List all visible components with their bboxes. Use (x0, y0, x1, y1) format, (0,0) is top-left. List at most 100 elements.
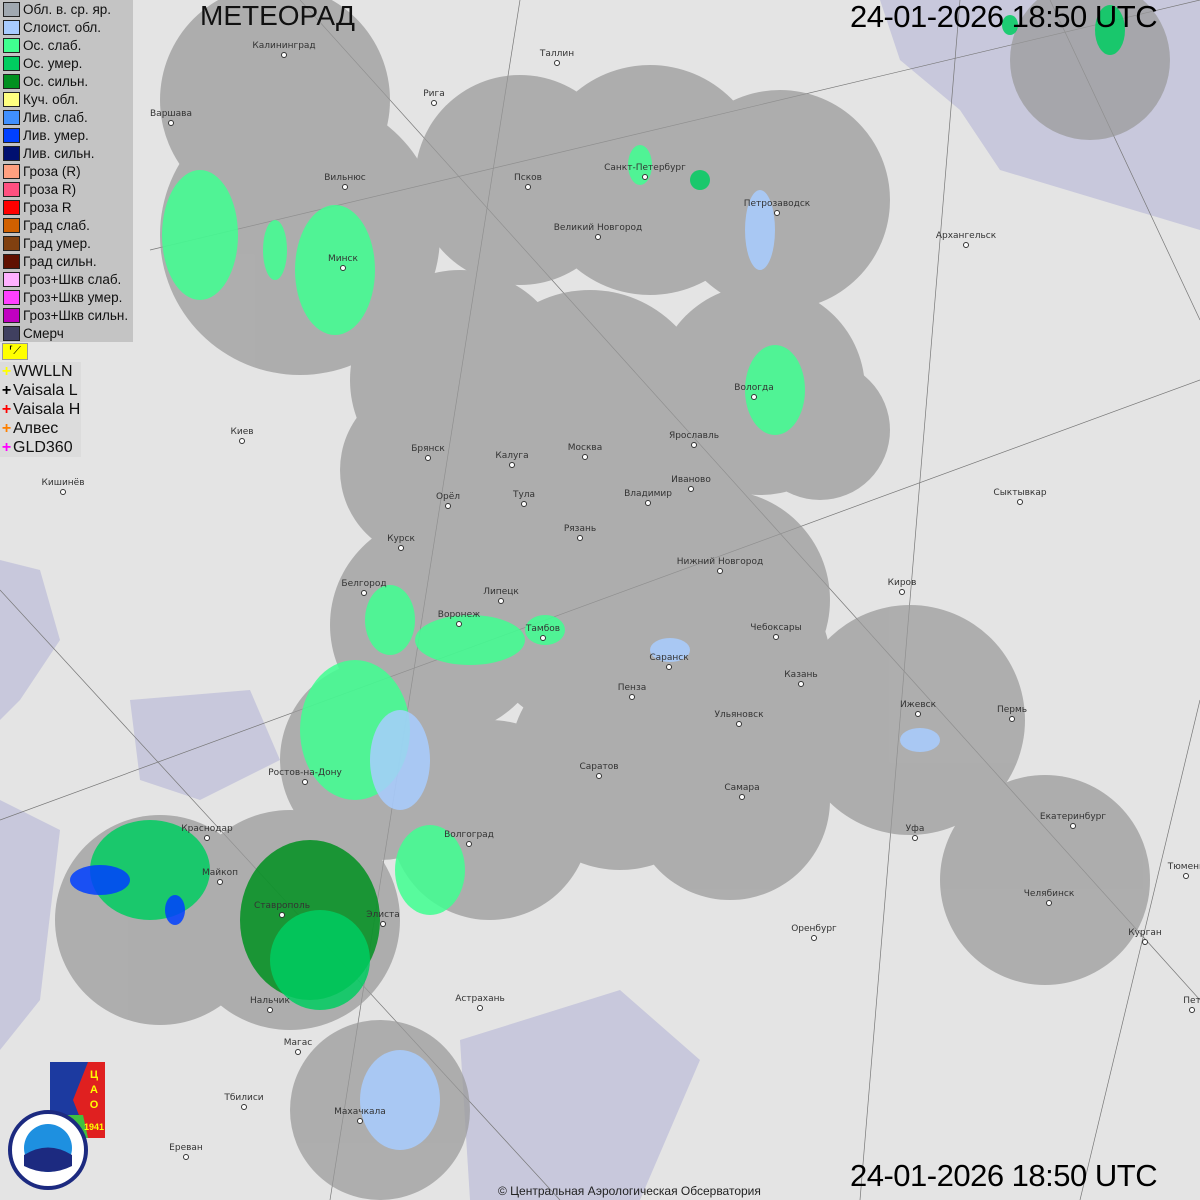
city-marker (456, 621, 462, 627)
legend-swatch (3, 253, 20, 269)
city-label: Калининград (252, 41, 315, 51)
copyright: © Центральная Аэрологическая Обсерватори… (498, 1184, 761, 1198)
precip-area (525, 615, 565, 645)
city-marker (736, 721, 742, 727)
city-marker (340, 265, 346, 271)
city-label: Курган (1128, 928, 1162, 938)
city-marker (241, 1104, 247, 1110)
legend-item: Гроз+Шкв умер. (0, 288, 133, 306)
city-marker (629, 694, 635, 700)
city-label: Ижевск (900, 700, 937, 710)
city-marker (380, 921, 386, 927)
city-marker (688, 486, 694, 492)
legend-swatch (3, 217, 20, 233)
city-label: Ставрополь (254, 901, 310, 911)
precip-area (70, 865, 130, 895)
legend-item: Слоист. обл. (0, 18, 133, 36)
city: Ижевск (900, 700, 937, 717)
legend-item: Обл. в. ср. яр. (0, 0, 133, 18)
city-label: Ульяновск (714, 710, 764, 720)
legend-swatch (3, 91, 20, 107)
city-marker (554, 60, 560, 66)
city-label: Владимир (624, 489, 672, 499)
city: Челябинск (1024, 889, 1075, 906)
city: Воронеж (438, 610, 480, 627)
city: Архангельск (936, 231, 997, 248)
city: Петрозаводск (744, 199, 811, 216)
precipitation-legend: Обл. в. ср. яр. Слоист. обл. Ос. слаб. Ос. … (0, 0, 133, 342)
city-marker (739, 794, 745, 800)
city-marker (645, 500, 651, 506)
legend-label: Гроз+Шкв умер. (23, 289, 123, 305)
city-marker (281, 52, 287, 58)
city-marker (642, 174, 648, 180)
city: Сыктывкар (993, 488, 1047, 505)
city-marker (204, 835, 210, 841)
lightning-cross-icon: + (1, 382, 12, 399)
radar-circle (795, 605, 1025, 835)
city: Санкт-Петербург (604, 163, 686, 180)
city: Минск (328, 254, 359, 271)
flag-icon[interactable]: ⸢⟋ (2, 343, 28, 360)
city-marker (425, 455, 431, 461)
city-label: Великий Новгород (554, 223, 643, 233)
city: Иваново (671, 475, 711, 492)
legend-swatch (3, 307, 20, 323)
legend-item: Град умер. (0, 234, 133, 252)
city: Тамбов (525, 624, 560, 641)
city-marker (525, 184, 531, 190)
city-marker (342, 184, 348, 190)
city-marker (577, 535, 583, 541)
legend-label: Обл. в. ср. яр. (23, 1, 112, 17)
legend-swatch (3, 145, 20, 161)
lightning-cross-icon: + (1, 439, 12, 456)
legend-label: Куч. обл. (23, 91, 79, 107)
city: Калининград (252, 41, 316, 58)
map-title: МЕТЕОРАД (200, 0, 355, 31)
city-label: Киров (888, 578, 917, 588)
legend-label: Лив. сильн. (23, 145, 95, 161)
precip-area (263, 220, 287, 280)
city: Краснодар (181, 824, 233, 841)
city-label: Саранск (649, 653, 689, 663)
city-marker (521, 501, 527, 507)
city-label: Астрахань (455, 994, 505, 1004)
city: Тула (512, 490, 535, 507)
svg-text:А: А (90, 1084, 98, 1096)
city-marker (751, 394, 757, 400)
city-marker (1046, 900, 1052, 906)
city-label: Кишинёв (41, 478, 84, 488)
city-marker (691, 442, 697, 448)
city-marker (398, 545, 404, 551)
city-label: Ростов-на-Дону (268, 768, 342, 778)
city-label: Саратов (579, 762, 618, 772)
city: Астрахань (455, 994, 505, 1011)
city-label: Иваново (671, 475, 711, 485)
precip-area (900, 728, 940, 752)
city: Москва (568, 443, 602, 460)
legend-item: Гроза R) (0, 180, 133, 198)
city-marker (915, 711, 921, 717)
city: Курган (1128, 928, 1162, 945)
city: Уфа (906, 824, 924, 841)
city-label: Рига (423, 89, 445, 99)
lightning-source: + WWLLN (0, 362, 81, 381)
city-marker (1142, 939, 1148, 945)
city-marker (498, 598, 504, 604)
legend-label: Ос. умер. (23, 55, 83, 71)
city-marker (540, 635, 546, 641)
city-label: Калуга (495, 451, 528, 461)
city-label: Пермь (997, 705, 1027, 715)
city-label: Екатеринбург (1040, 812, 1106, 822)
city-marker (357, 1118, 363, 1124)
precip-area (90, 820, 210, 920)
city-marker (899, 589, 905, 595)
lightning-cross-icon: + (1, 363, 12, 380)
lightning-source: + Vaisala H (0, 400, 81, 419)
legend-item: Гроза R (0, 198, 133, 216)
city-label: Сыктывкар (993, 488, 1046, 498)
legend-label: Гроз+Шкв слаб. (23, 271, 122, 287)
legend-item: Гроза (R) (0, 162, 133, 180)
city: Псков (514, 173, 542, 190)
